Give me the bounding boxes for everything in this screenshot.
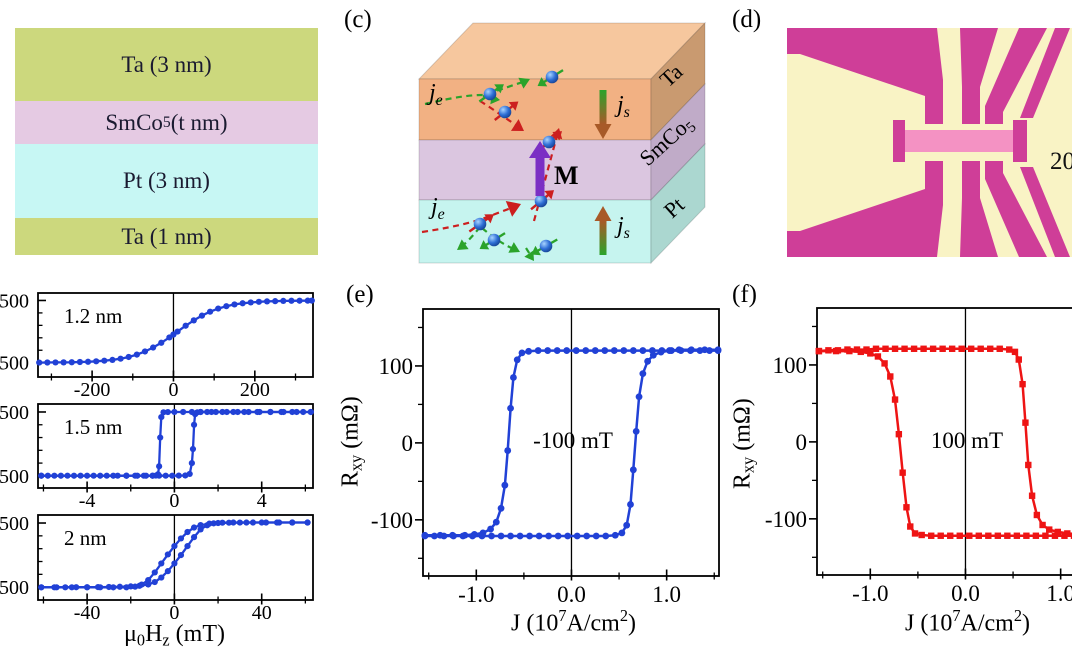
- svg-text:100: 100: [379, 354, 414, 379]
- svg-text:je: je: [428, 194, 445, 223]
- stack-layer: SmCo 5 (t nm): [15, 101, 318, 144]
- chart-sot-switching-pos100mT: -1.0 0.0 1.0 100 0 -100: [765, 307, 1072, 606]
- chart-hysteresis-1.5nm: -4 0 4 500 500: [0, 402, 314, 512]
- svg-text:500: 500: [0, 290, 29, 312]
- annotation-thickness-1: 1.2 nm: [64, 304, 123, 328]
- svg-text:0: 0: [402, 431, 414, 456]
- svg-text:500: 500: [0, 466, 29, 488]
- svg-text:-1.0: -1.0: [852, 581, 888, 606]
- svg-text:-40: -40: [74, 602, 101, 624]
- svg-text:0: 0: [168, 379, 178, 401]
- svg-text:0: 0: [169, 490, 179, 512]
- svg-text:-4: -4: [79, 490, 96, 512]
- scale-bar-label: 20: [1050, 148, 1072, 175]
- panel-label-c: (c): [344, 6, 372, 33]
- annotation-field-e: -100 mT: [533, 428, 613, 453]
- svg-text:js: js: [614, 213, 630, 242]
- annotation-thickness-3: 2 nm: [64, 526, 107, 550]
- svg-text:4: 4: [257, 490, 267, 512]
- stack-layer: Ta (3 nm): [15, 28, 318, 101]
- x-axis-title-current-e: J (107A/cm2): [511, 606, 636, 637]
- svg-text:-1.0: -1.0: [458, 582, 494, 607]
- svg-text:je: je: [426, 80, 443, 109]
- svg-text:-100: -100: [765, 507, 807, 532]
- svg-text:40: 40: [252, 602, 272, 624]
- svg-text:500: 500: [0, 513, 29, 535]
- hall-bar-micrograph: [787, 28, 1072, 257]
- multilayer-stack-schematic: Ta (3 nm) SmCo 5 (t nm) Pt (3 nm) Ta (1 nm): [15, 28, 318, 255]
- stack-layer: Ta (1 nm): [15, 218, 318, 255]
- svg-text:1.0: 1.0: [1046, 581, 1072, 606]
- annotation-field-f: 100 mT: [930, 428, 1004, 453]
- svg-text:200: 200: [240, 379, 270, 401]
- panel-label-d: (d): [732, 6, 762, 33]
- x-axis-title-field: μ0Hz (mT): [124, 621, 225, 650]
- chart-sot-switching-neg100mT: -1.0 0.0 1.0 100 0 -100: [371, 308, 722, 607]
- svg-text:100: 100: [773, 353, 808, 378]
- svg-text:500: 500: [0, 402, 29, 424]
- svg-text:1.0: 1.0: [652, 582, 681, 607]
- svg-text:M: M: [554, 161, 579, 190]
- annotation-thickness-2: 1.5 nm: [64, 415, 123, 439]
- svg-text:-200: -200: [74, 379, 111, 401]
- svg-text:500: 500: [0, 577, 29, 599]
- svg-text:0: 0: [796, 430, 808, 455]
- svg-text:0.0: 0.0: [951, 581, 980, 606]
- svg-text:js: js: [614, 92, 630, 121]
- svg-text:0.0: 0.0: [557, 582, 586, 607]
- stack-layer: Pt (3 nm): [15, 144, 318, 218]
- y-axis-title-hall-e: Rxy (mΩ): [337, 396, 366, 488]
- panel-label-e: (e): [346, 281, 374, 308]
- chart-hysteresis-1.2nm: -200 0 200 500 500: [0, 290, 315, 401]
- x-axis-title-current-f: J (107A/cm2): [905, 606, 1030, 637]
- svg-text:-100: -100: [371, 508, 413, 533]
- panel-label-f: (f): [732, 281, 757, 308]
- y-axis-title-hall-f: Rxy (mΩ): [729, 398, 758, 490]
- svg-text:0: 0: [169, 602, 179, 624]
- chart-hysteresis-2nm: -40 0 40 500 500: [0, 513, 314, 624]
- svg-text:500: 500: [0, 353, 29, 375]
